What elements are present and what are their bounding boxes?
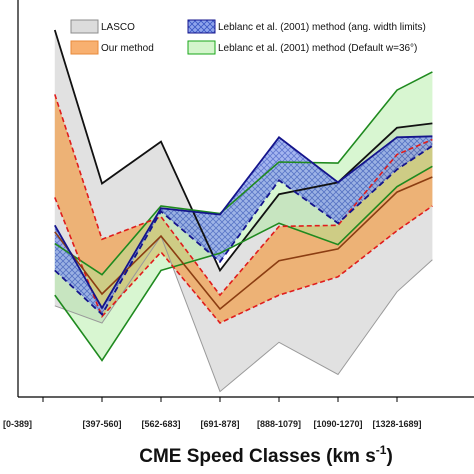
legend: LASCO Our method Leblanc et al. (2001) m… xyxy=(70,19,426,55)
line-lasco-upper xyxy=(53,29,433,273)
line-our-method-upper xyxy=(54,94,433,297)
x-tick-label: [1328-1689] xyxy=(372,419,421,429)
legend-swatch-ang-width xyxy=(187,19,216,34)
line-lasco-lower xyxy=(54,235,433,393)
x-tick-label: [397-560] xyxy=(82,419,121,429)
line-our-method-middle xyxy=(54,176,433,311)
x-tick-label: [888-1079] xyxy=(257,419,301,429)
line-our-method-lower xyxy=(54,197,433,324)
legend-swatch-our-method xyxy=(70,40,99,55)
x-tick-label: [562-683] xyxy=(141,419,180,429)
line-default-lower xyxy=(54,165,433,362)
legend-swatch-lasco xyxy=(70,19,99,34)
x-tick-label: [691-878] xyxy=(200,419,239,429)
band-lasco xyxy=(54,30,433,392)
line-default-upper xyxy=(54,71,433,276)
band-our-method xyxy=(54,94,433,324)
line-ang-width-lower xyxy=(54,145,433,316)
legend-label-lasco: LASCO xyxy=(101,22,135,33)
legend-swatch-default xyxy=(187,40,216,55)
x-tick-label: [0-389] xyxy=(3,419,32,429)
line-ang-width-upper xyxy=(54,135,433,310)
band-ang-width xyxy=(54,136,433,315)
legend-label-ang-width: Leblanc et al. (2001) method (ang. width… xyxy=(218,22,426,33)
x-axis-label: CME Speed Classes (km s-1) xyxy=(139,443,393,467)
x-tick-label: [1090-1270] xyxy=(313,419,362,429)
legend-label-default: Leblanc et al. (2001) method (Default w=… xyxy=(218,43,417,54)
legend-label-our-method: Our method xyxy=(101,43,154,54)
